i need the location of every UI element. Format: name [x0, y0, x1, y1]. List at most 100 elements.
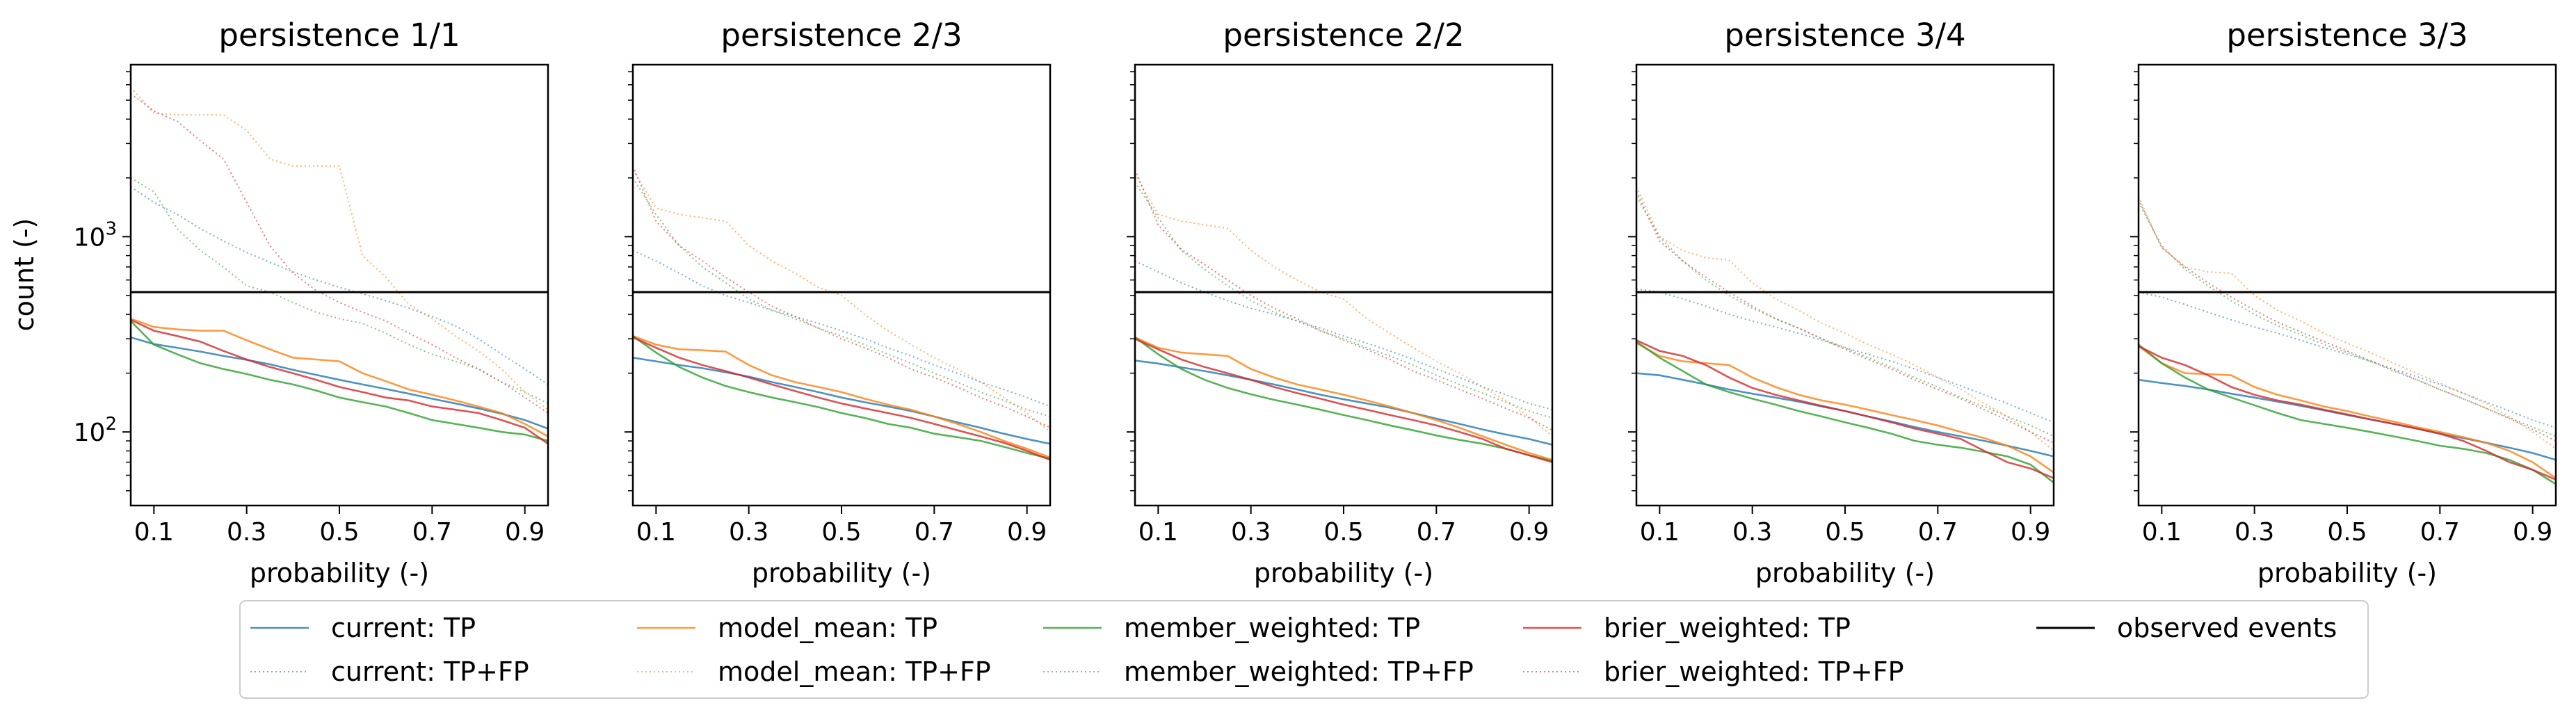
- y-tick-label: 103: [74, 218, 117, 252]
- panel-4: persistence 3/4 0.1 0.3 0.5 0.7 0.9 probabilit…: [1628, 17, 2055, 588]
- x-tick-label: 0.3: [729, 518, 768, 547]
- panel-title: persistence 2/2: [1223, 17, 1464, 54]
- series-brier-weighted-tp-fp: [131, 92, 548, 414]
- series-current-tp-fp: [1636, 288, 2054, 423]
- plot-area: [1636, 186, 2054, 484]
- panels: persistence 1/1 0.1 0.3 0.5 0.7 0.9 103 102 prob…: [74, 17, 2557, 588]
- y-axis-label: count (-): [9, 218, 40, 332]
- panel-title: persistence 2/3: [721, 17, 962, 54]
- x-axis-label: probability (-): [752, 558, 931, 588]
- legend: current: TP current: TP+FP model_mean: TP m…: [239, 600, 2369, 699]
- axes-frame: [631, 63, 1052, 507]
- panel-title: persistence 3/4: [1724, 17, 1965, 54]
- panel-3: persistence 2/2 0.1 0.3 0.5 0.7 0.9 probabilit…: [1127, 17, 1554, 588]
- series-member-weighted-tp: [131, 320, 548, 442]
- x-tick-label: 0.1: [2142, 518, 2182, 547]
- series-current-tp: [1135, 360, 1552, 446]
- series-member-weighted-tp: [1135, 337, 1552, 462]
- x-tick-label: 0.3: [227, 518, 266, 547]
- x-tick-label: 0.1: [1138, 518, 1178, 547]
- x-tick-label: 0.1: [1640, 518, 1680, 547]
- series-model-mean-tp: [131, 318, 548, 437]
- series-member-weighted-tp-fp: [2139, 202, 2556, 437]
- axes-frame: [1635, 63, 2055, 507]
- series-brier-weighted-tp-fp: [1135, 169, 1552, 431]
- series-model-mean-tp: [2139, 345, 2556, 479]
- x-tick-label: 0.7: [2420, 518, 2460, 547]
- series-brier-weighted-tp-fp: [2139, 199, 2556, 442]
- x-tick-label: 0.7: [915, 518, 954, 547]
- legend-label: observed events: [2117, 613, 2337, 643]
- x-tick-label: 0.3: [1231, 518, 1271, 547]
- x-tick-label: 0.1: [636, 518, 676, 547]
- x-axis-label: probability (-): [1254, 558, 1433, 588]
- legend-label: brier_weighted: TP: [1604, 613, 1851, 643]
- series-current-tp: [1636, 372, 2054, 458]
- series-member-weighted-tp: [633, 335, 1050, 460]
- series-member-weighted-tp-fp: [1636, 196, 2054, 437]
- series-model-mean-tp: [633, 334, 1050, 459]
- x-tick-label: 0.9: [2513, 518, 2552, 547]
- axes-frame: [129, 63, 549, 507]
- series-member-weighted-tp: [2139, 344, 2556, 485]
- series-current-tp: [2139, 378, 2556, 461]
- legend-box: [239, 600, 2369, 699]
- series-model-mean-tp: [1636, 342, 2054, 474]
- series-brier-weighted-tp: [1135, 338, 1552, 463]
- x-axis-label: probability (-): [2257, 558, 2437, 588]
- series-current-tp: [131, 336, 548, 430]
- series-brier-weighted-tp: [2139, 345, 2556, 480]
- series-model-mean-tp-fp: [633, 169, 1050, 433]
- x-tick-label: 0.9: [505, 518, 545, 547]
- panel-1: persistence 1/1 0.1 0.3 0.5 0.7 0.9 103 102 prob…: [74, 17, 549, 588]
- x-tick-label: 0.7: [1417, 518, 1456, 547]
- series-brier-weighted-tp: [633, 337, 1050, 461]
- plot-area: [1135, 169, 1552, 463]
- x-tick-label: 0.3: [2235, 518, 2274, 547]
- x-tick-label: 0.5: [1323, 518, 1363, 547]
- series-brier-weighted-tp-fp: [1636, 191, 2054, 444]
- legend-label: member_weighted: TP: [1124, 613, 1420, 643]
- series-member-weighted-tp-fp: [633, 177, 1050, 417]
- x-tick-label: 0.9: [1007, 518, 1047, 547]
- series-model-mean-tp-fp: [1135, 173, 1552, 437]
- series-model-mean-tp-fp: [2139, 196, 2556, 450]
- series-current-tp-fp: [131, 186, 548, 385]
- series-member-weighted-tp: [1636, 341, 2054, 484]
- panel-title: persistence 1/1: [218, 17, 460, 54]
- series-current-tp-fp: [2139, 291, 2556, 429]
- series-member-weighted-tp-fp: [1135, 181, 1552, 419]
- legend-label: member_weighted: TP+FP: [1124, 656, 1474, 687]
- legend-label: current: TP: [331, 613, 476, 643]
- axes-frame: [2137, 63, 2557, 507]
- x-tick-label: 0.3: [1732, 518, 1772, 547]
- series-member-weighted-tp-fp: [131, 177, 548, 405]
- x-tick-label: 0.5: [319, 518, 359, 547]
- plot-area: [131, 87, 548, 445]
- panel-title: persistence 3/3: [2226, 17, 2468, 54]
- y-tick-label: 102: [74, 414, 117, 447]
- legend-label: model_mean: TP: [718, 613, 937, 643]
- x-tick-label: 0.9: [2011, 518, 2050, 547]
- plot-area: [2139, 196, 2556, 485]
- panel-5: persistence 3/3 0.1 0.3 0.5 0.7 0.9 probabilit…: [2130, 17, 2557, 588]
- series-current-tp: [633, 357, 1050, 445]
- series-current-tp-fp: [1135, 260, 1552, 411]
- panel-2: persistence 2/3 0.1 0.3 0.5 0.7 0.9 probabilit…: [625, 17, 1052, 588]
- x-tick-label: 0.5: [821, 518, 861, 547]
- series-current-tp-fp: [633, 250, 1050, 407]
- series-brier-weighted-tp-fp: [633, 165, 1050, 429]
- x-axis-label: probability (-): [1755, 558, 1935, 588]
- x-axis-label: probability (-): [250, 558, 429, 588]
- legend-label: current: TP+FP: [331, 656, 529, 687]
- legend-label: brier_weighted: TP+FP: [1604, 656, 1904, 687]
- x-tick-label: 0.7: [412, 518, 452, 547]
- series-model-mean-tp-fp: [1636, 186, 2054, 452]
- x-tick-label: 0.9: [1509, 518, 1549, 547]
- x-tick-label: 0.1: [134, 518, 174, 547]
- series-model-mean-tp: [1135, 337, 1552, 461]
- plot-area: [633, 165, 1050, 461]
- x-tick-label: 0.5: [2327, 518, 2367, 547]
- series-brier-weighted-tp: [131, 318, 548, 445]
